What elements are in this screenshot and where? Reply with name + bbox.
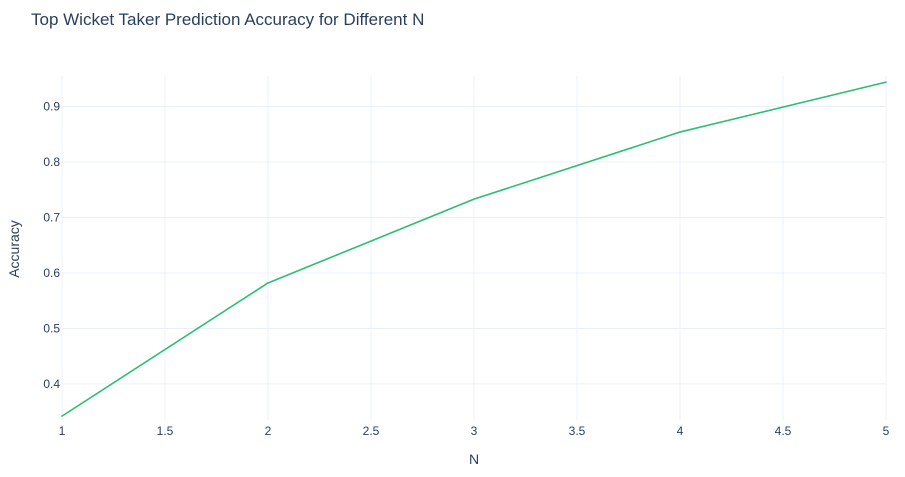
data-point xyxy=(884,80,888,84)
x-tick-label: 4.5 xyxy=(775,424,792,438)
x-tick-label: 2 xyxy=(265,424,272,438)
data-point xyxy=(678,130,682,134)
grid xyxy=(61,76,887,420)
y-tick-label: 0.6 xyxy=(43,266,60,280)
series-layer xyxy=(60,80,888,418)
y-tick-label: 0.9 xyxy=(43,100,60,114)
y-axis-ticks: 0.4 0.5 0.6 0.7 0.8 0.9 xyxy=(43,100,60,391)
x-tick-label: 3 xyxy=(471,424,478,438)
x-axis-title: N xyxy=(469,451,479,467)
chart-title: Top Wicket Taker Prediction Accuracy for… xyxy=(31,10,424,29)
x-tick-label: 3.5 xyxy=(569,424,586,438)
y-tick-label: 0.4 xyxy=(43,377,60,391)
y-tick-label: 0.7 xyxy=(43,210,60,224)
x-tick-label: 4 xyxy=(677,424,684,438)
y-axis-title: Accuracy xyxy=(6,220,22,278)
x-axis-ticks: 1 1.5 2 2.5 3 3.5 4 4.5 5 xyxy=(59,424,890,438)
data-point xyxy=(266,281,270,285)
x-tick-label: 1 xyxy=(59,424,66,438)
data-point xyxy=(60,414,64,418)
y-tick-label: 0.8 xyxy=(43,155,60,169)
x-tick-label: 1.5 xyxy=(157,424,174,438)
y-tick-label: 0.5 xyxy=(43,321,60,335)
series-line xyxy=(61,81,887,417)
x-tick-label: 5 xyxy=(883,424,890,438)
x-tick-label: 2.5 xyxy=(363,424,380,438)
data-point xyxy=(472,197,476,201)
